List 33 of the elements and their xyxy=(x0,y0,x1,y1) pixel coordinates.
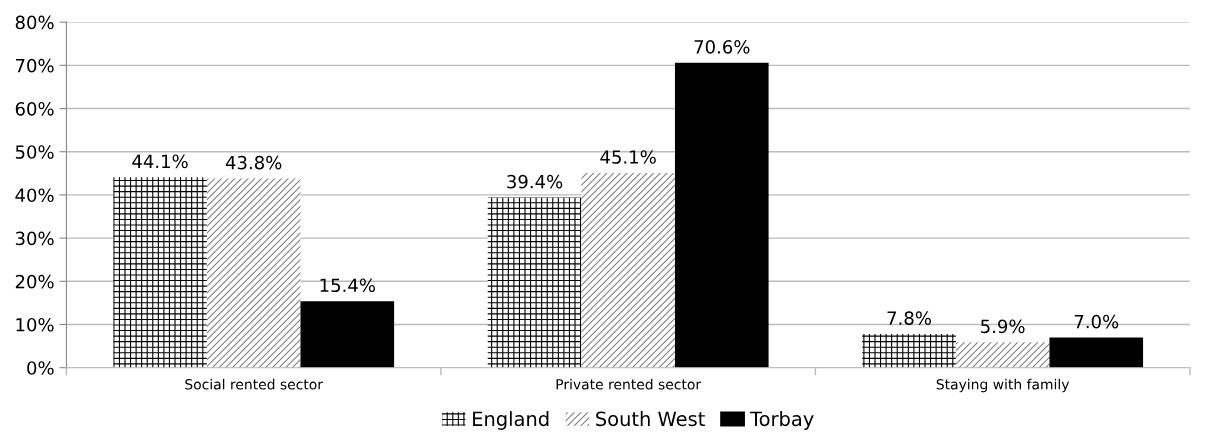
legend-label: England xyxy=(473,411,549,430)
data-label: 5.9% xyxy=(981,319,1025,334)
y-tick-label: 70% xyxy=(15,58,54,73)
data-label: 70.6% xyxy=(694,40,750,54)
data-label: 7.0% xyxy=(1074,314,1119,329)
data-label: 39.4% xyxy=(507,174,563,189)
data-label: 15.4% xyxy=(320,278,375,293)
bar xyxy=(487,197,582,368)
data-label: 44.1% xyxy=(132,154,188,169)
x-tick-label: Staying with family xyxy=(936,378,1070,393)
legend-label: South West xyxy=(596,411,705,427)
bar xyxy=(862,334,956,368)
bar xyxy=(581,172,675,368)
legend-label: Torbay xyxy=(750,411,814,430)
y-tick-label: 30% xyxy=(15,231,54,246)
y-tick-label: 80% xyxy=(15,15,54,30)
x-tick-label: Social rented sector xyxy=(185,378,323,390)
data-label: 7.8% xyxy=(887,311,931,325)
y-tick-label: 50% xyxy=(15,145,54,159)
bar xyxy=(1049,337,1144,368)
y-tick-label: 0% xyxy=(27,361,54,375)
y-tick-label: 60% xyxy=(15,101,54,116)
data-label: 43.8% xyxy=(225,155,282,170)
data-label: 45.1% xyxy=(600,150,656,164)
y-tick-label: 40% xyxy=(15,188,54,203)
bar xyxy=(206,178,301,368)
y-tick-label: 10% xyxy=(16,317,54,332)
y-tick-label: 20% xyxy=(15,274,54,289)
bar xyxy=(674,62,769,368)
bar xyxy=(300,301,395,368)
bar xyxy=(113,177,207,368)
bar xyxy=(955,342,1050,368)
x-tick-label: Private rented sector xyxy=(556,378,702,390)
